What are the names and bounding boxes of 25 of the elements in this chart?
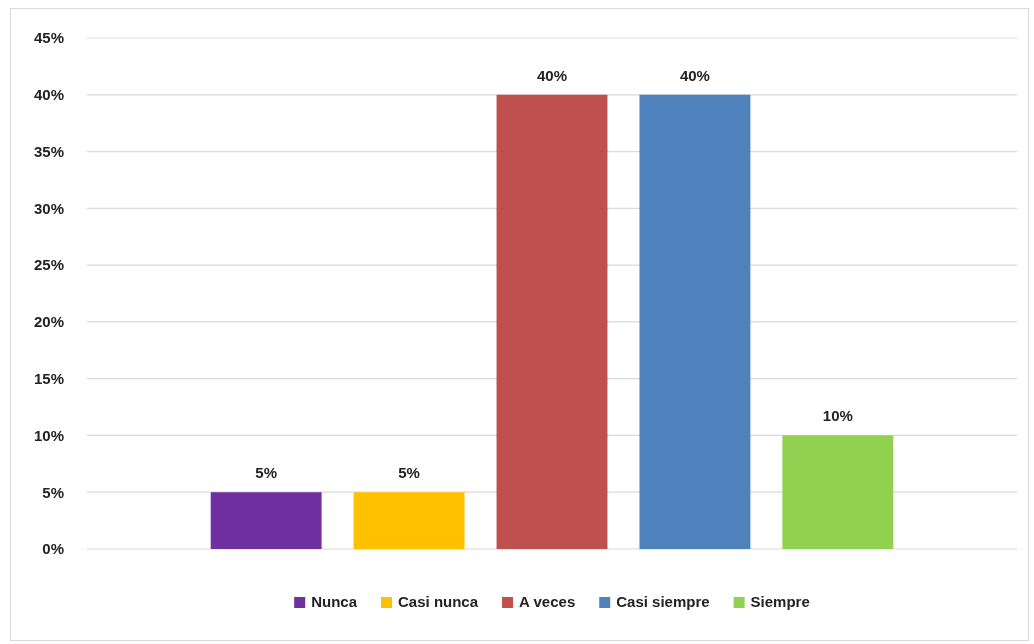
- y-tick-label: 10%: [33, 426, 64, 444]
- legend-label: Casi siempre: [616, 593, 710, 610]
- bar: [496, 94, 608, 549]
- y-tick-label: 20%: [33, 313, 64, 331]
- y-tick-label: 30%: [33, 199, 64, 217]
- y-tick-label: 35%: [33, 142, 64, 160]
- data-label: 5%: [255, 464, 277, 482]
- y-tick-label: 5%: [42, 483, 64, 501]
- y-tick-label: 40%: [33, 86, 64, 104]
- y-tick-label: 25%: [33, 256, 64, 274]
- bar: [210, 492, 322, 549]
- legend-label: Casi nunca: [398, 593, 479, 610]
- data-label: 40%: [536, 66, 568, 84]
- bar: [639, 94, 751, 549]
- y-tick-label: 0%: [42, 540, 64, 558]
- legend-label: A veces: [519, 593, 576, 610]
- data-label: 40%: [679, 66, 710, 84]
- y-tick-label: 15%: [33, 369, 64, 387]
- y-tick-label: 45%: [33, 29, 64, 47]
- bar: [782, 435, 894, 549]
- data-label: 5%: [398, 464, 420, 482]
- bar: [353, 492, 465, 549]
- legend-label: Siempre: [750, 593, 810, 610]
- legend-label: Nunca: [311, 593, 358, 610]
- data-label: 10%: [822, 407, 853, 425]
